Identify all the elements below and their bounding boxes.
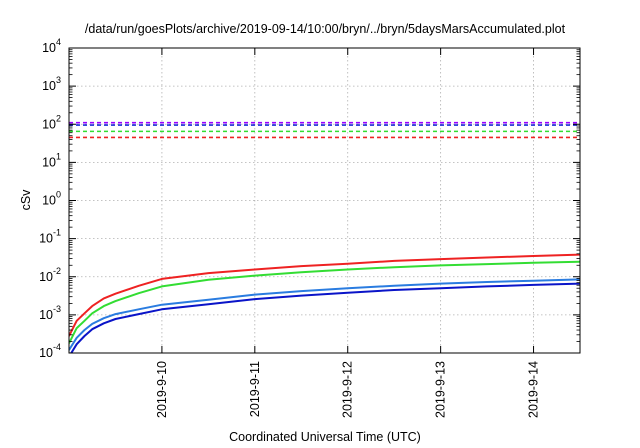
y-tick-label-exponent: -1	[53, 228, 61, 238]
x-tick-label: 2019-9-11	[248, 361, 262, 417]
axis-ticks	[69, 47, 580, 354]
series-line	[69, 260, 580, 344]
y-tick-label-exponent: -2	[53, 266, 61, 276]
series-line	[70, 282, 580, 353]
x-tick-labels: 2019-9-10 2019-9-11 2019-9-12 2019-9-13 2019…	[155, 361, 541, 418]
y-tick-label-exponent: 1	[56, 151, 61, 161]
dashed-reference-lines	[69, 121, 580, 139]
y-axis-label: cSv	[19, 189, 33, 211]
x-tick-label: 2019-9-10	[155, 361, 169, 418]
y-tick-label-exponent: -3	[53, 304, 61, 314]
series-line	[69, 278, 580, 351]
chart-title: /data/run/goesPlots/archive/2019-09-14/1…	[85, 22, 566, 36]
x-tick-label: 2019-9-12	[341, 361, 355, 418]
x-tick-label: 2019-9-14	[527, 361, 541, 418]
y-tick-label-exponent: 4	[56, 37, 61, 47]
x-tick-label: 2019-9-13	[434, 361, 448, 418]
grid	[69, 48, 580, 353]
series-lines	[69, 253, 580, 353]
y-tick-label-exponent: 2	[56, 113, 61, 123]
series-line	[69, 253, 580, 337]
x-axis-label: Coordinated Universal Time (UTC)	[229, 430, 421, 444]
y-tick-label-exponent: 0	[56, 190, 61, 200]
y-tick-label-exponent: -4	[53, 342, 61, 352]
y-tick-label-exponent: 3	[56, 75, 61, 85]
